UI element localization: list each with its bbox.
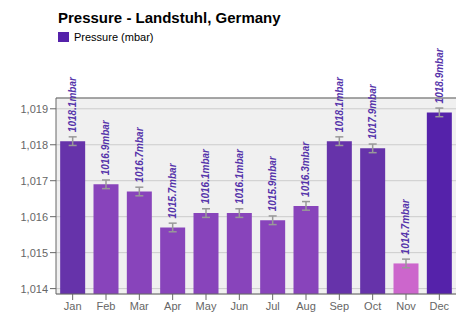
svg-text:Aug: Aug bbox=[296, 300, 316, 312]
svg-text:1,017: 1,017 bbox=[20, 175, 48, 187]
svg-text:May: May bbox=[196, 300, 217, 312]
svg-text:1,016: 1,016 bbox=[20, 211, 48, 223]
svg-text:Mar: Mar bbox=[130, 300, 149, 312]
svg-text:Nov: Nov bbox=[396, 300, 416, 312]
svg-text:1016.9mbar: 1016.9mbar bbox=[101, 119, 112, 175]
svg-text:1,014: 1,014 bbox=[20, 283, 48, 295]
svg-text:1017.9mbar: 1017.9mbar bbox=[367, 83, 378, 139]
svg-text:1018.1mbar: 1018.1mbar bbox=[67, 76, 78, 132]
svg-text:1016.1mbar: 1016.1mbar bbox=[234, 148, 245, 204]
svg-text:1018.1mbar: 1018.1mbar bbox=[334, 76, 345, 132]
svg-text:1,019: 1,019 bbox=[20, 103, 48, 115]
svg-text:1,015: 1,015 bbox=[20, 247, 48, 259]
svg-text:1016.7mbar: 1016.7mbar bbox=[134, 126, 145, 182]
svg-text:1016.3mbar: 1016.3mbar bbox=[301, 141, 312, 197]
svg-text:Dec: Dec bbox=[430, 300, 450, 312]
svg-text:1018.9mbar: 1018.9mbar bbox=[434, 47, 445, 103]
svg-text:Apr: Apr bbox=[164, 300, 181, 312]
svg-text:1016.1mbar: 1016.1mbar bbox=[201, 148, 212, 204]
svg-text:1014.7mbar: 1014.7mbar bbox=[401, 198, 412, 254]
svg-text:1015.7mbar: 1015.7mbar bbox=[167, 162, 178, 218]
svg-text:Feb: Feb bbox=[97, 300, 116, 312]
svg-text:Sep: Sep bbox=[330, 300, 350, 312]
svg-text:Oct: Oct bbox=[364, 300, 381, 312]
svg-text:Jul: Jul bbox=[266, 300, 280, 312]
svg-text:1015.9mbar: 1015.9mbar bbox=[267, 155, 278, 211]
html-text:Pressure - Landstuhl, Germany: Pressure - Landstuhl, Germany bbox=[58, 9, 281, 26]
svg-text:1,018: 1,018 bbox=[20, 139, 48, 151]
svg-text:Jun: Jun bbox=[230, 300, 248, 312]
svg-text:Jan: Jan bbox=[64, 300, 82, 312]
html-text:Pressure (mbar): Pressure (mbar) bbox=[74, 31, 154, 43]
